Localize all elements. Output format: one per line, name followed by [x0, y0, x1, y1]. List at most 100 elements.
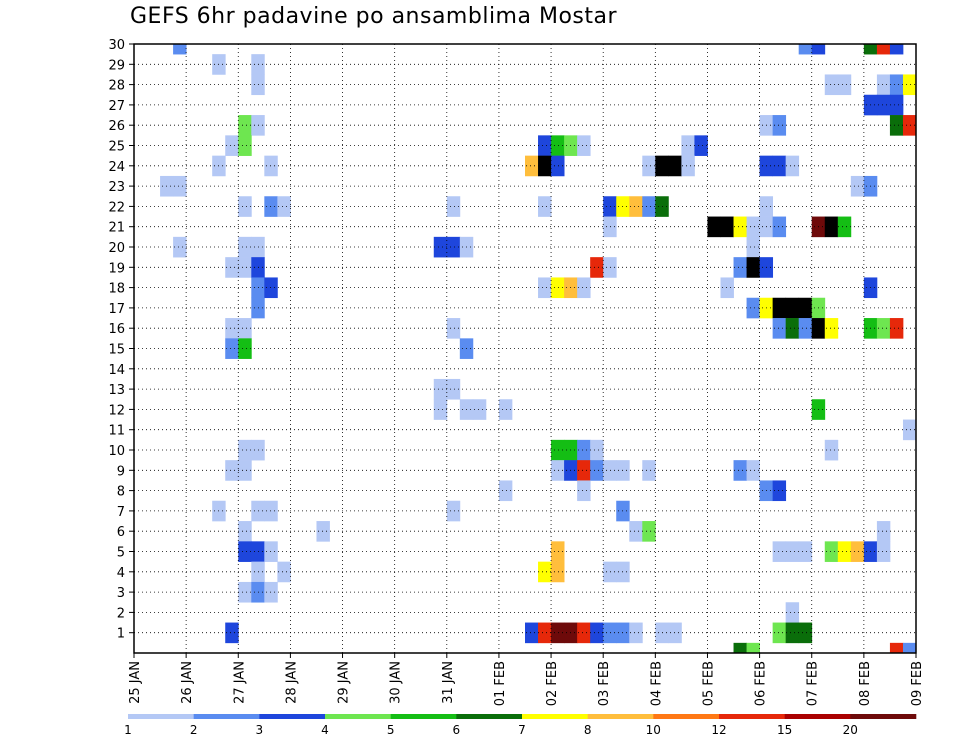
heatmap-cell	[772, 216, 787, 238]
x-tick-label: 26 JAN	[180, 661, 195, 704]
y-tick-label: 1	[117, 627, 125, 642]
chart-title: GEFS 6hr padavine po ansamblima Mostar	[130, 4, 618, 29]
y-tick-label: 22	[108, 200, 125, 215]
heatmap-cells	[160, 44, 917, 654]
heatmap-cell	[772, 115, 787, 136]
heatmap-cell	[837, 541, 852, 562]
x-tick-label: 08 FEB	[858, 661, 873, 706]
heatmap-cell	[720, 216, 734, 238]
legend-swatch	[719, 714, 785, 719]
heatmap-cell	[694, 135, 708, 156]
legend-level-label: 1	[124, 723, 132, 737]
heatmap-cell	[642, 155, 656, 177]
heatmap-cell	[590, 460, 604, 481]
legend-level-label: 2	[190, 723, 198, 737]
heatmap-cell	[238, 338, 252, 359]
heatmap-cell	[277, 196, 291, 217]
heatmap-cell	[590, 622, 604, 644]
heatmap-cell	[264, 581, 278, 603]
y-tick-label: 18	[108, 282, 125, 297]
heatmap-cell	[551, 622, 565, 644]
heatmap-cell	[525, 155, 539, 177]
legend-swatch	[456, 714, 523, 719]
heatmap-cell	[668, 622, 682, 644]
legend-swatch	[850, 714, 917, 719]
heatmap-cell	[525, 622, 539, 644]
heatmap-cell	[772, 541, 787, 562]
heatmap-cell	[772, 297, 787, 319]
heatmap-cell	[798, 318, 813, 339]
x-tick-label: 07 FEB	[806, 661, 821, 706]
y-tick-label: 26	[108, 119, 125, 134]
heatmap-cell	[577, 460, 591, 481]
heatmap-cell	[603, 622, 617, 644]
heatmap-cell	[785, 541, 800, 562]
y-tick-label: 13	[108, 383, 125, 398]
y-tick-label: 21	[108, 221, 125, 236]
legend-level-label: 20	[843, 723, 858, 737]
heatmap-cell	[264, 541, 278, 562]
heatmap-cell	[225, 622, 239, 644]
heatmap-cell	[173, 175, 187, 197]
heatmap-cell	[876, 74, 891, 96]
heatmap-cell	[824, 74, 839, 96]
heatmap-cell	[772, 622, 787, 644]
heatmap-cell	[446, 318, 461, 339]
heatmap-cell	[603, 561, 617, 583]
legend-swatch	[653, 714, 720, 719]
heatmap-cell	[603, 216, 617, 238]
heatmap-cell	[264, 277, 278, 299]
heatmap-cell	[173, 236, 187, 258]
heatmap-cell	[876, 44, 891, 55]
y-tick-label: 25	[108, 140, 125, 155]
heatmap-cell	[837, 216, 852, 238]
heatmap-cell	[785, 602, 800, 623]
y-tick-label: 30	[108, 38, 125, 53]
y-tick-label: 7	[117, 505, 125, 520]
y-tick-label: 28	[108, 79, 125, 94]
heatmap-cell	[902, 419, 917, 441]
heatmap-cell	[681, 155, 695, 177]
x-tick-label: 05 FEB	[702, 661, 717, 706]
x-tick-label: 03 FEB	[597, 661, 612, 706]
heatmap-cell	[538, 135, 552, 156]
x-tick-label: 28 JAN	[284, 661, 299, 704]
heatmap-cell	[577, 277, 591, 299]
heatmap-cell	[577, 622, 591, 644]
x-tick-label: 27 JAN	[232, 661, 247, 704]
heatmap-cell	[798, 541, 813, 562]
x-tick-label: 04 FEB	[649, 661, 664, 706]
heatmap-cell	[876, 541, 891, 562]
heatmap-cell	[538, 622, 552, 644]
y-tick-label: 9	[117, 464, 125, 479]
heatmap-cell	[173, 44, 187, 55]
y-tick-label: 16	[108, 322, 125, 337]
heatmap-cell	[772, 318, 787, 339]
heatmap-cell	[811, 44, 826, 55]
heatmap-cell	[629, 521, 643, 542]
heatmap-cell	[720, 277, 734, 299]
heatmap-cell	[551, 561, 565, 583]
y-tick-label: 10	[108, 444, 125, 459]
grid-lines	[134, 43, 916, 653]
heatmap-cell	[902, 115, 917, 136]
y-tick-label: 2	[117, 606, 125, 621]
heatmap-cell	[238, 196, 252, 217]
heatmap-cell	[746, 297, 760, 319]
heatmap-cell	[772, 480, 787, 502]
x-tick-label: 29 JAN	[337, 661, 352, 704]
x-tick-label: 30 JAN	[389, 661, 404, 704]
heatmap-cell	[551, 541, 565, 562]
heatmap-cell	[876, 94, 891, 116]
heatmap-cell	[629, 196, 643, 217]
heatmap-cell	[772, 155, 787, 177]
heatmap-cell	[889, 115, 904, 136]
heatmap-cell	[889, 44, 904, 55]
x-tick-label: 25 JAN	[128, 661, 143, 704]
y-tick-label: 3	[117, 586, 125, 601]
heatmap-cell	[446, 378, 461, 400]
y-tick-label: 14	[108, 363, 125, 378]
heatmap-cell	[850, 175, 865, 197]
heatmap-cell	[551, 155, 565, 177]
heatmap-cell	[277, 561, 291, 583]
